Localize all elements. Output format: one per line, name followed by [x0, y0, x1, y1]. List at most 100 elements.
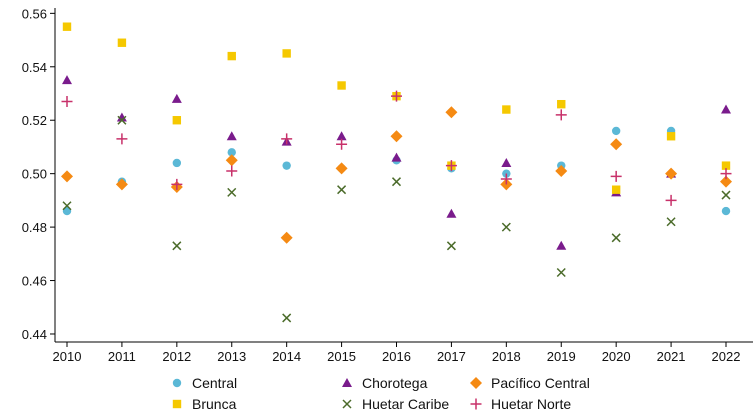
data-point: [281, 133, 293, 145]
data-point: [611, 233, 621, 243]
data-point: [337, 81, 346, 90]
x-tick-label: 2014: [272, 349, 301, 364]
data-point: [391, 90, 402, 102]
data-point: [666, 132, 676, 141]
data-point: [390, 130, 403, 143]
data-point: [501, 157, 512, 167]
data-point: [115, 178, 128, 191]
data-point: [282, 161, 291, 170]
data-point: [721, 190, 731, 200]
data-point: [665, 167, 678, 180]
legend-item: Chorotega: [342, 375, 428, 391]
data-point: [117, 115, 127, 125]
data-point: [555, 164, 568, 177]
series-huetar-norte: [61, 90, 732, 206]
data-point: [172, 241, 182, 251]
data-point: [61, 96, 73, 108]
x-tick-label: 2020: [602, 349, 631, 364]
data-point: [556, 267, 566, 278]
data-point: [336, 131, 347, 141]
data-point: [610, 138, 623, 151]
legend-marker: [470, 377, 482, 389]
data-point: [610, 170, 622, 182]
data-point: [446, 208, 457, 218]
data-point: [226, 131, 237, 141]
data-point: [557, 99, 566, 109]
y-tick-label: 0.44: [22, 327, 47, 342]
data-point: [117, 38, 127, 47]
legend-label: Chorotega: [362, 375, 428, 391]
data-point: [337, 185, 347, 195]
data-point: [445, 106, 458, 119]
legend-label: Huetar Norte: [491, 396, 571, 412]
x-tick-label: 2019: [547, 349, 576, 364]
legend-marker: [342, 399, 352, 409]
series-chorotega: [62, 75, 731, 250]
data-point: [720, 175, 732, 188]
series-brunca: [62, 22, 731, 194]
legend: Central Chorotega Pacífico Central Brunca Hu…: [172, 375, 590, 412]
data-point: [720, 168, 732, 180]
data-point: [500, 173, 512, 185]
x-tick-label: 2017: [437, 349, 466, 364]
data-point: [665, 194, 677, 206]
legend-label: Brunca: [192, 396, 237, 412]
data-point: [666, 217, 676, 227]
data-point: [227, 187, 237, 197]
x-tick-label: 2022: [712, 349, 741, 364]
data-point: [227, 148, 236, 157]
data-point: [391, 152, 402, 162]
legend-marker: [172, 399, 182, 409]
data-point: [280, 231, 293, 244]
y-tick-label: 0.48: [22, 220, 47, 235]
x-tick-label: 2015: [327, 349, 356, 364]
data-point: [391, 177, 402, 187]
series-huetar-caribe: [62, 115, 731, 323]
data-point: [225, 154, 238, 167]
data-point: [611, 126, 621, 136]
y-tick-label: 0.54: [22, 60, 47, 75]
data-point: [335, 162, 348, 175]
data-point: [116, 133, 128, 145]
legend-label: Huetar Caribe: [362, 396, 449, 412]
data-point: [62, 75, 72, 85]
data-point: [721, 104, 731, 114]
x-tick-label: 2016: [382, 349, 411, 364]
data-point: [721, 161, 731, 170]
data-point: [62, 201, 72, 211]
legend-item: Central: [172, 375, 237, 391]
data-point: [116, 112, 127, 122]
y-tick-label: 0.52: [22, 113, 47, 128]
data-point: [172, 116, 182, 125]
y-tick-label: 0.56: [22, 6, 47, 21]
data-point: [227, 51, 236, 61]
data-point: [336, 138, 348, 150]
data-marks: [61, 22, 732, 323]
x-tick-label: 2018: [492, 349, 521, 364]
data-point: [226, 165, 238, 177]
y-tick-label: 0.50: [22, 167, 47, 182]
legend-marker: [172, 378, 182, 388]
x-tick-label: 2021: [657, 349, 686, 364]
legend-label: Central: [192, 375, 237, 391]
data-point: [556, 240, 567, 250]
legend-item: Huetar Caribe: [342, 396, 449, 412]
x-tick-label: 2013: [217, 349, 246, 364]
data-point: [445, 160, 457, 172]
x-tick-label: 2011: [108, 349, 136, 364]
data-point: [282, 313, 292, 323]
x-tick-label: 2012: [162, 349, 191, 364]
x-tick-label: 2010: [53, 349, 82, 364]
data-point: [611, 185, 621, 194]
data-point: [502, 105, 511, 114]
data-point: [171, 93, 182, 103]
data-point: [171, 178, 183, 190]
legend-item: Pacífico Central: [470, 375, 590, 391]
legend-marker: [342, 378, 352, 387]
legend-item: Brunca: [172, 396, 237, 412]
data-point: [172, 158, 182, 168]
series-pac-fico-central: [61, 106, 732, 244]
data-point: [282, 49, 291, 58]
y-tick-label: 0.46: [22, 274, 47, 289]
